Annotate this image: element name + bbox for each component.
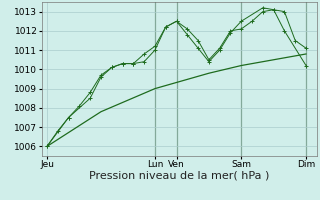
X-axis label: Pression niveau de la mer( hPa ): Pression niveau de la mer( hPa ) <box>89 171 269 181</box>
